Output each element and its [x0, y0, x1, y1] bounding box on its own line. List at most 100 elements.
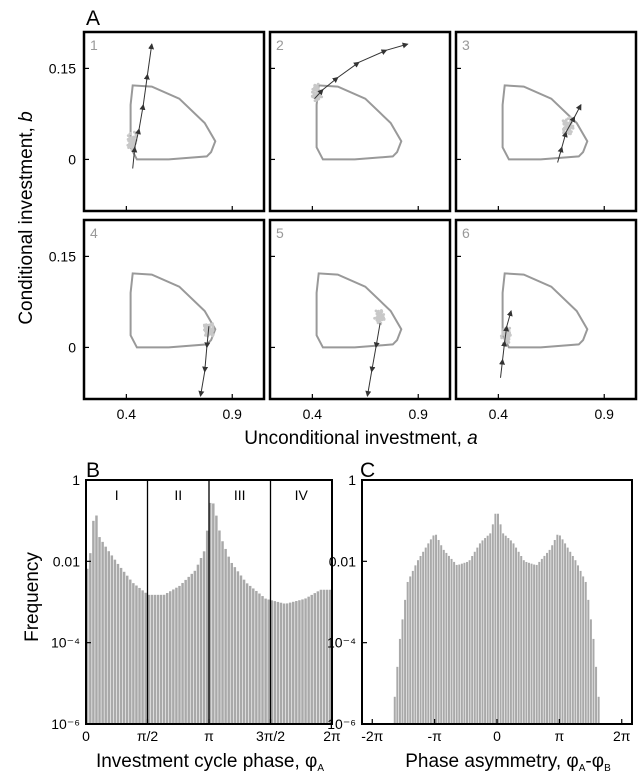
scatter-point [569, 132, 572, 136]
histogram-bar [135, 585, 138, 724]
subplot-frame [454, 218, 638, 401]
histogram-bar [398, 638, 401, 724]
x-tick-label: 2π [613, 728, 631, 744]
scatter-point [211, 333, 215, 336]
trajectory-arrow [142, 73, 150, 105]
histogram-bar [450, 558, 453, 724]
histogram-bar [468, 560, 471, 724]
scatter-point [380, 315, 384, 319]
panel-c-histogram: -2π -π 0 π 2π 1 0.01 10⁻⁴ 10⁻⁶ [327, 472, 633, 744]
trajectory-arrow [204, 326, 211, 349]
histogram-bar [486, 535, 489, 724]
y-tick-label: 10⁻⁴ [51, 635, 80, 651]
histogram-bar [252, 588, 255, 724]
trajectory-arrow [501, 340, 508, 360]
limit-cycle [501, 84, 589, 161]
limit-cycle [315, 272, 403, 349]
y-tick-label: 1 [348, 472, 356, 488]
scatter-point [562, 119, 566, 123]
scatter-point [569, 116, 572, 120]
scatter-point [128, 136, 132, 140]
histogram-bar [175, 587, 178, 724]
histogram-bar [432, 535, 435, 724]
trajectory-arrow [337, 61, 360, 78]
scatter-point [571, 126, 575, 130]
histogram-bar [236, 571, 240, 724]
histogram-bar [406, 581, 409, 724]
trajectory-arrow [369, 347, 377, 373]
histogram-bar [422, 551, 425, 724]
histogram-bar [463, 562, 466, 724]
histogram-bar [261, 596, 264, 724]
trajectory-arrow [358, 49, 388, 63]
scatter-point [129, 131, 133, 135]
histogram-bar [556, 534, 559, 724]
histogram-bar [507, 538, 510, 724]
phase-label-I: I [115, 487, 119, 503]
subplot-4: 4 0.4 0.9 0 0.15 [49, 218, 266, 422]
scatter-point [313, 86, 317, 89]
scatter-point [314, 99, 318, 102]
scatter-point [315, 86, 319, 90]
histogram-bar [455, 564, 458, 724]
histogram-bar [184, 579, 187, 724]
histogram-bar [221, 541, 224, 724]
histogram-bar [458, 564, 461, 724]
histogram-bar [193, 570, 197, 724]
histogram-bar [494, 513, 497, 724]
scatter-point [562, 126, 566, 130]
limit-cycle [501, 272, 589, 349]
trajectory-arrow [322, 76, 339, 90]
y-tick-label: 10⁻⁶ [51, 716, 80, 732]
histogram-bar [144, 592, 147, 724]
subplot-number: 6 [462, 225, 470, 241]
histogram-bar [497, 513, 499, 724]
histogram-bar [255, 590, 258, 724]
histogram-bar [187, 576, 190, 724]
x-tick-label: 2π [323, 728, 341, 744]
histogram-bar [86, 568, 89, 724]
scatter-point [127, 146, 130, 150]
histogram-bar [258, 593, 261, 724]
histogram-bar [411, 570, 414, 724]
histogram-bar [178, 585, 181, 724]
scatter-point [130, 145, 133, 149]
histogram-bar [502, 533, 505, 724]
trajectory-arrow [147, 43, 155, 75]
histogram-bar [276, 601, 280, 724]
histogram-bar [190, 573, 194, 724]
scatter-point [376, 318, 380, 322]
histogram-bar [116, 563, 120, 724]
histogram-bar [489, 533, 492, 724]
trajectory-arrow [557, 146, 564, 163]
histogram-bar [122, 571, 126, 724]
panel-a-label: A [86, 7, 100, 30]
scatter-point [376, 321, 380, 325]
scatter-point [318, 95, 322, 98]
histogram-bar [169, 591, 172, 724]
histogram-bar [419, 556, 422, 724]
histogram-bar [393, 696, 396, 724]
histogram-bar [522, 560, 525, 724]
phase-label-II: II [174, 487, 182, 503]
histogram-bar [525, 561, 528, 724]
histogram-bar [569, 551, 572, 724]
scatter-point [571, 124, 575, 128]
panel-b-y-axis-title: Frequency [22, 552, 43, 642]
histogram-bar [227, 556, 230, 724]
histogram-bar [172, 589, 175, 724]
histogram-bar [279, 602, 283, 724]
limit-cycle [129, 272, 217, 349]
scatter-point [379, 310, 383, 314]
histogram-bar [199, 558, 203, 724]
histogram-bar [310, 594, 313, 724]
scatter-point [132, 137, 136, 141]
histogram-bar [325, 589, 329, 724]
histogram-bar [504, 535, 507, 724]
scatter-point [317, 97, 321, 101]
histogram-bar [597, 696, 600, 724]
panel-a-y-axis-title: Conditional investment, b [16, 111, 37, 324]
histogram-bar [509, 540, 512, 724]
histogram-bar [156, 594, 160, 724]
